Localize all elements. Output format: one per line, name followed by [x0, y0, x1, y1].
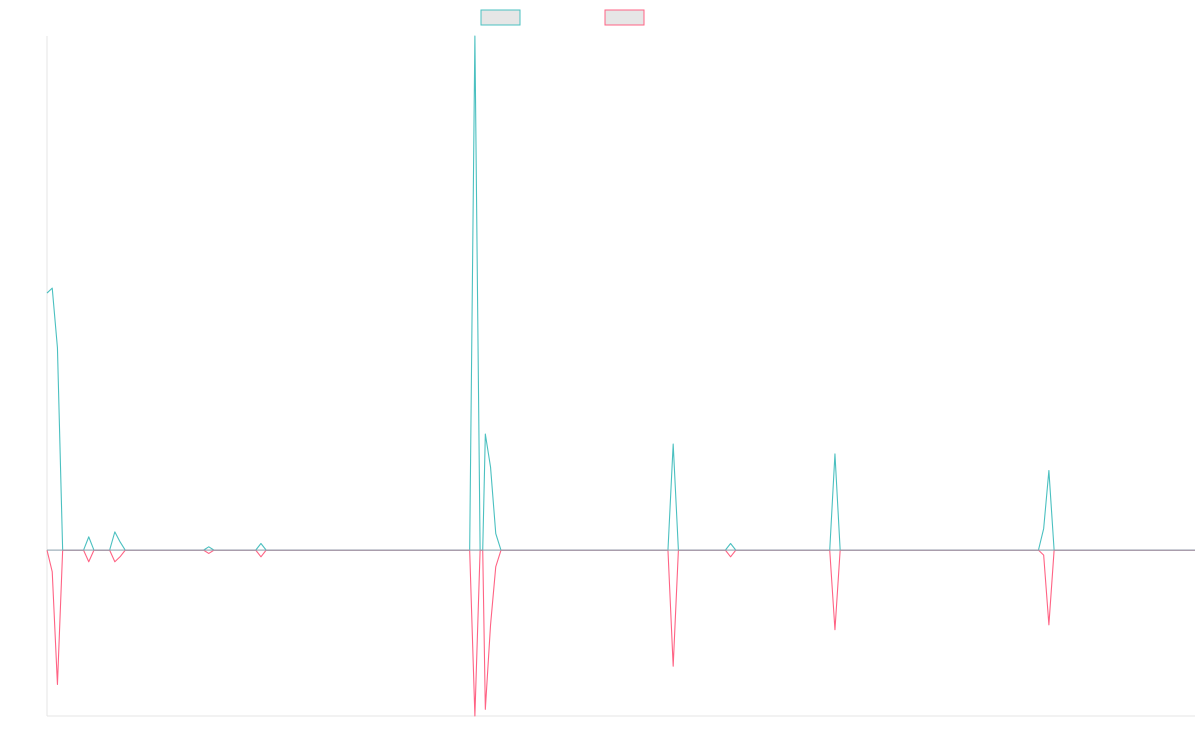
plot-area — [46, 35, 1195, 717]
legend-item-series-2[interactable] — [604, 9, 645, 26]
legend-item-series-1[interactable] — [480, 9, 521, 26]
legend-swatch-series-2 — [604, 9, 645, 26]
legend — [480, 9, 645, 26]
series-line-2 — [46, 549, 1195, 717]
axes — [46, 36, 1195, 717]
legend-swatch-series-1 — [480, 9, 521, 26]
series-line-1 — [46, 35, 1195, 551]
